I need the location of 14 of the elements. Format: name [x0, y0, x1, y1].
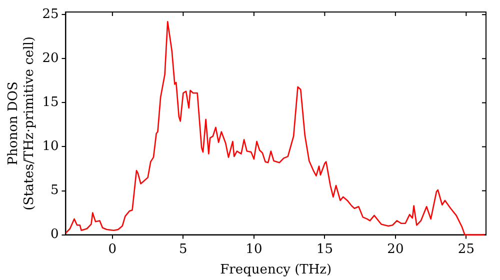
x-tick-label: 20 — [387, 242, 404, 257]
y-tick-label: 5 — [50, 183, 59, 198]
y-tick-label: 0 — [50, 227, 59, 242]
y-tick-label: 15 — [42, 95, 59, 110]
x-tick-label: 0 — [108, 242, 117, 257]
x-axis-title: Frequency (THz) — [220, 262, 332, 278]
y-tick-label: 10 — [42, 139, 59, 154]
x-tick-label: 15 — [316, 242, 333, 257]
y-tick-label: 20 — [42, 51, 59, 66]
x-tick-label: 5 — [179, 242, 188, 257]
y-tick-label: 25 — [42, 7, 59, 22]
x-tick-label: 10 — [246, 242, 262, 257]
y-axis-title: Phonon DOS (States/THz·primitive cell) — [6, 36, 37, 210]
x-tick-label: 25 — [458, 242, 474, 257]
